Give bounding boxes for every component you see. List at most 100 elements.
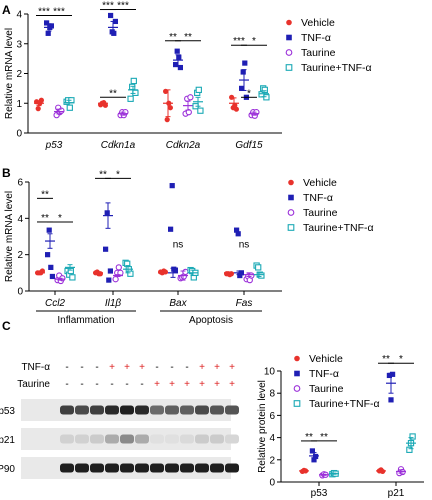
blot-protein-label: p53 xyxy=(0,406,15,417)
significance-label: ** xyxy=(41,213,49,224)
blot-band-hsp90 xyxy=(135,463,149,473)
blot-band-p21 xyxy=(225,434,239,444)
legend-marker-taurine xyxy=(287,209,295,216)
blot-band-p53 xyxy=(105,405,119,415)
blot-band-p21 xyxy=(135,434,149,444)
y-tick-label: 10 xyxy=(264,367,276,378)
blot-treatment-mark: - xyxy=(65,362,68,373)
panel-c-western-blot: TNF-α - - - + + + - - - + + +Taurine - - - - - - + + + + + +p53p… xyxy=(0,362,239,479)
data-point-taurine xyxy=(185,109,192,116)
legend-marker-vehicle xyxy=(286,19,292,26)
data-point-vehicle xyxy=(164,117,170,123)
blot-band-p21 xyxy=(180,434,194,444)
blot-band-p21 xyxy=(120,434,134,444)
significance-label: ** xyxy=(99,169,107,180)
blot-treatment-mark: - xyxy=(80,362,83,373)
blot-band-p53 xyxy=(90,405,104,415)
data-point-tnf xyxy=(108,12,114,19)
legend-label-tnf: TNF-α xyxy=(309,368,339,380)
blot-protein-label: HSP90 xyxy=(0,464,15,475)
y-axis-label: Relative mRNA level xyxy=(4,191,15,282)
data-point-taurine-tnf xyxy=(127,95,134,102)
blot-treatment-mark: - xyxy=(155,362,158,373)
data-point-tnf xyxy=(168,226,174,232)
data-point-tnf xyxy=(48,264,54,270)
data-point-taurine-tnf xyxy=(409,433,416,440)
significance-label: * xyxy=(116,169,120,180)
x-tick-label: Gdf15 xyxy=(235,140,263,151)
blot-band-hsp90 xyxy=(210,463,224,473)
data-point-tnf xyxy=(176,54,182,60)
legend-marker-vehicle xyxy=(294,355,300,362)
data-point-tnf xyxy=(235,231,241,237)
blot-band-p53 xyxy=(165,405,179,415)
significance-label: *** xyxy=(102,1,114,12)
data-point-vehicle xyxy=(38,97,45,103)
significance-label: *** xyxy=(38,6,50,17)
data-point-taurine-tnf xyxy=(67,267,74,275)
data-point-vehicle xyxy=(167,105,173,111)
ns-label: ns xyxy=(239,239,250,250)
legend-marker-tnf xyxy=(288,194,294,201)
blot-band-hsp90 xyxy=(150,463,164,473)
blot-band-p53 xyxy=(135,405,149,415)
significance-label: ** xyxy=(184,32,192,43)
x-tick-label: p53 xyxy=(311,488,328,499)
data-point-tnf xyxy=(106,277,112,283)
x-tick-label: p53 xyxy=(45,140,63,151)
data-point-tnf xyxy=(44,20,50,26)
blot-treatment-mark: + xyxy=(139,362,145,373)
blot-treatment-mark: - xyxy=(110,379,113,390)
blot-band-p53 xyxy=(120,405,134,415)
data-point-taurine xyxy=(182,268,189,276)
significance-label: ** xyxy=(320,432,328,443)
data-point-taurine-tnf xyxy=(130,77,137,85)
legend-marker-taurine-tnf xyxy=(287,224,295,231)
blot-treatment-mark: + xyxy=(199,379,205,390)
blot-band-p21 xyxy=(195,434,209,444)
data-point-taurine xyxy=(248,272,255,279)
blot-treatment-mark: - xyxy=(65,379,68,390)
y-axis-label: Relative protein level xyxy=(257,380,268,473)
ns-label: ns xyxy=(173,239,184,250)
blot-treatment-mark: + xyxy=(154,379,160,390)
legend-label-taurine: Taurine xyxy=(301,47,336,59)
blot-treatment-mark: + xyxy=(214,379,220,390)
legend-label-vehicle: Vehicle xyxy=(309,353,343,365)
data-point-tnf xyxy=(240,69,246,75)
data-point-taurine-tnf xyxy=(258,272,265,279)
legend-marker-taurine-tnf xyxy=(293,400,301,407)
blot-band-hsp90 xyxy=(120,463,134,473)
legend-marker-taurine-tnf xyxy=(285,64,293,71)
y-tick-label: 4 xyxy=(269,433,275,444)
data-point-tnf xyxy=(173,61,179,68)
significance-label: * xyxy=(58,213,62,224)
data-point-taurine xyxy=(112,276,119,283)
data-point-tnf xyxy=(46,227,52,233)
blot-band-p53 xyxy=(150,405,164,415)
legend-marker-vehicle xyxy=(288,179,294,186)
y-tick-label: 0 xyxy=(16,129,22,140)
data-point-taurine-tnf xyxy=(66,104,73,111)
data-point-tnf xyxy=(169,183,175,189)
data-point-tnf xyxy=(49,273,55,280)
data-point-tnf xyxy=(237,272,243,279)
data-point-tnf xyxy=(309,448,315,454)
blot-treatment-label: Taurine xyxy=(17,379,50,390)
y-tick-label: 1 xyxy=(16,99,22,110)
data-point-tnf xyxy=(311,457,317,463)
blot-band-p53 xyxy=(180,405,194,415)
blot-band-hsp90 xyxy=(90,463,104,473)
data-point-tnf xyxy=(242,60,248,66)
data-point-vehicle xyxy=(229,94,235,100)
blot-band-p21 xyxy=(150,434,164,444)
y-tick-label: 4 xyxy=(16,10,22,21)
legend-label-taurine-tnf: Taurine+TNF-α xyxy=(303,222,374,234)
data-point-taurine-tnf xyxy=(129,83,136,91)
panel-label-c: C xyxy=(2,319,11,333)
significance-label: ** xyxy=(382,354,390,365)
data-point-tnf xyxy=(45,30,51,36)
blot-treatment-mark: + xyxy=(184,379,190,390)
